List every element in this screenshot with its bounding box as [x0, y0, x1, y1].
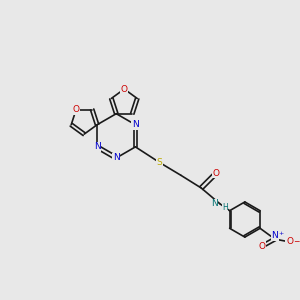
Text: O: O	[259, 242, 266, 251]
Text: O: O	[212, 169, 220, 178]
Text: N: N	[211, 199, 218, 208]
Text: N: N	[94, 142, 100, 152]
Text: −: −	[293, 237, 300, 246]
Text: N: N	[113, 153, 120, 162]
Text: S: S	[157, 158, 162, 167]
Text: O: O	[73, 105, 80, 114]
Text: H: H	[222, 202, 228, 211]
Text: N: N	[272, 231, 278, 240]
Text: O: O	[121, 85, 128, 94]
Text: N: N	[132, 120, 139, 129]
Text: +: +	[278, 232, 284, 236]
Text: O: O	[286, 237, 293, 246]
